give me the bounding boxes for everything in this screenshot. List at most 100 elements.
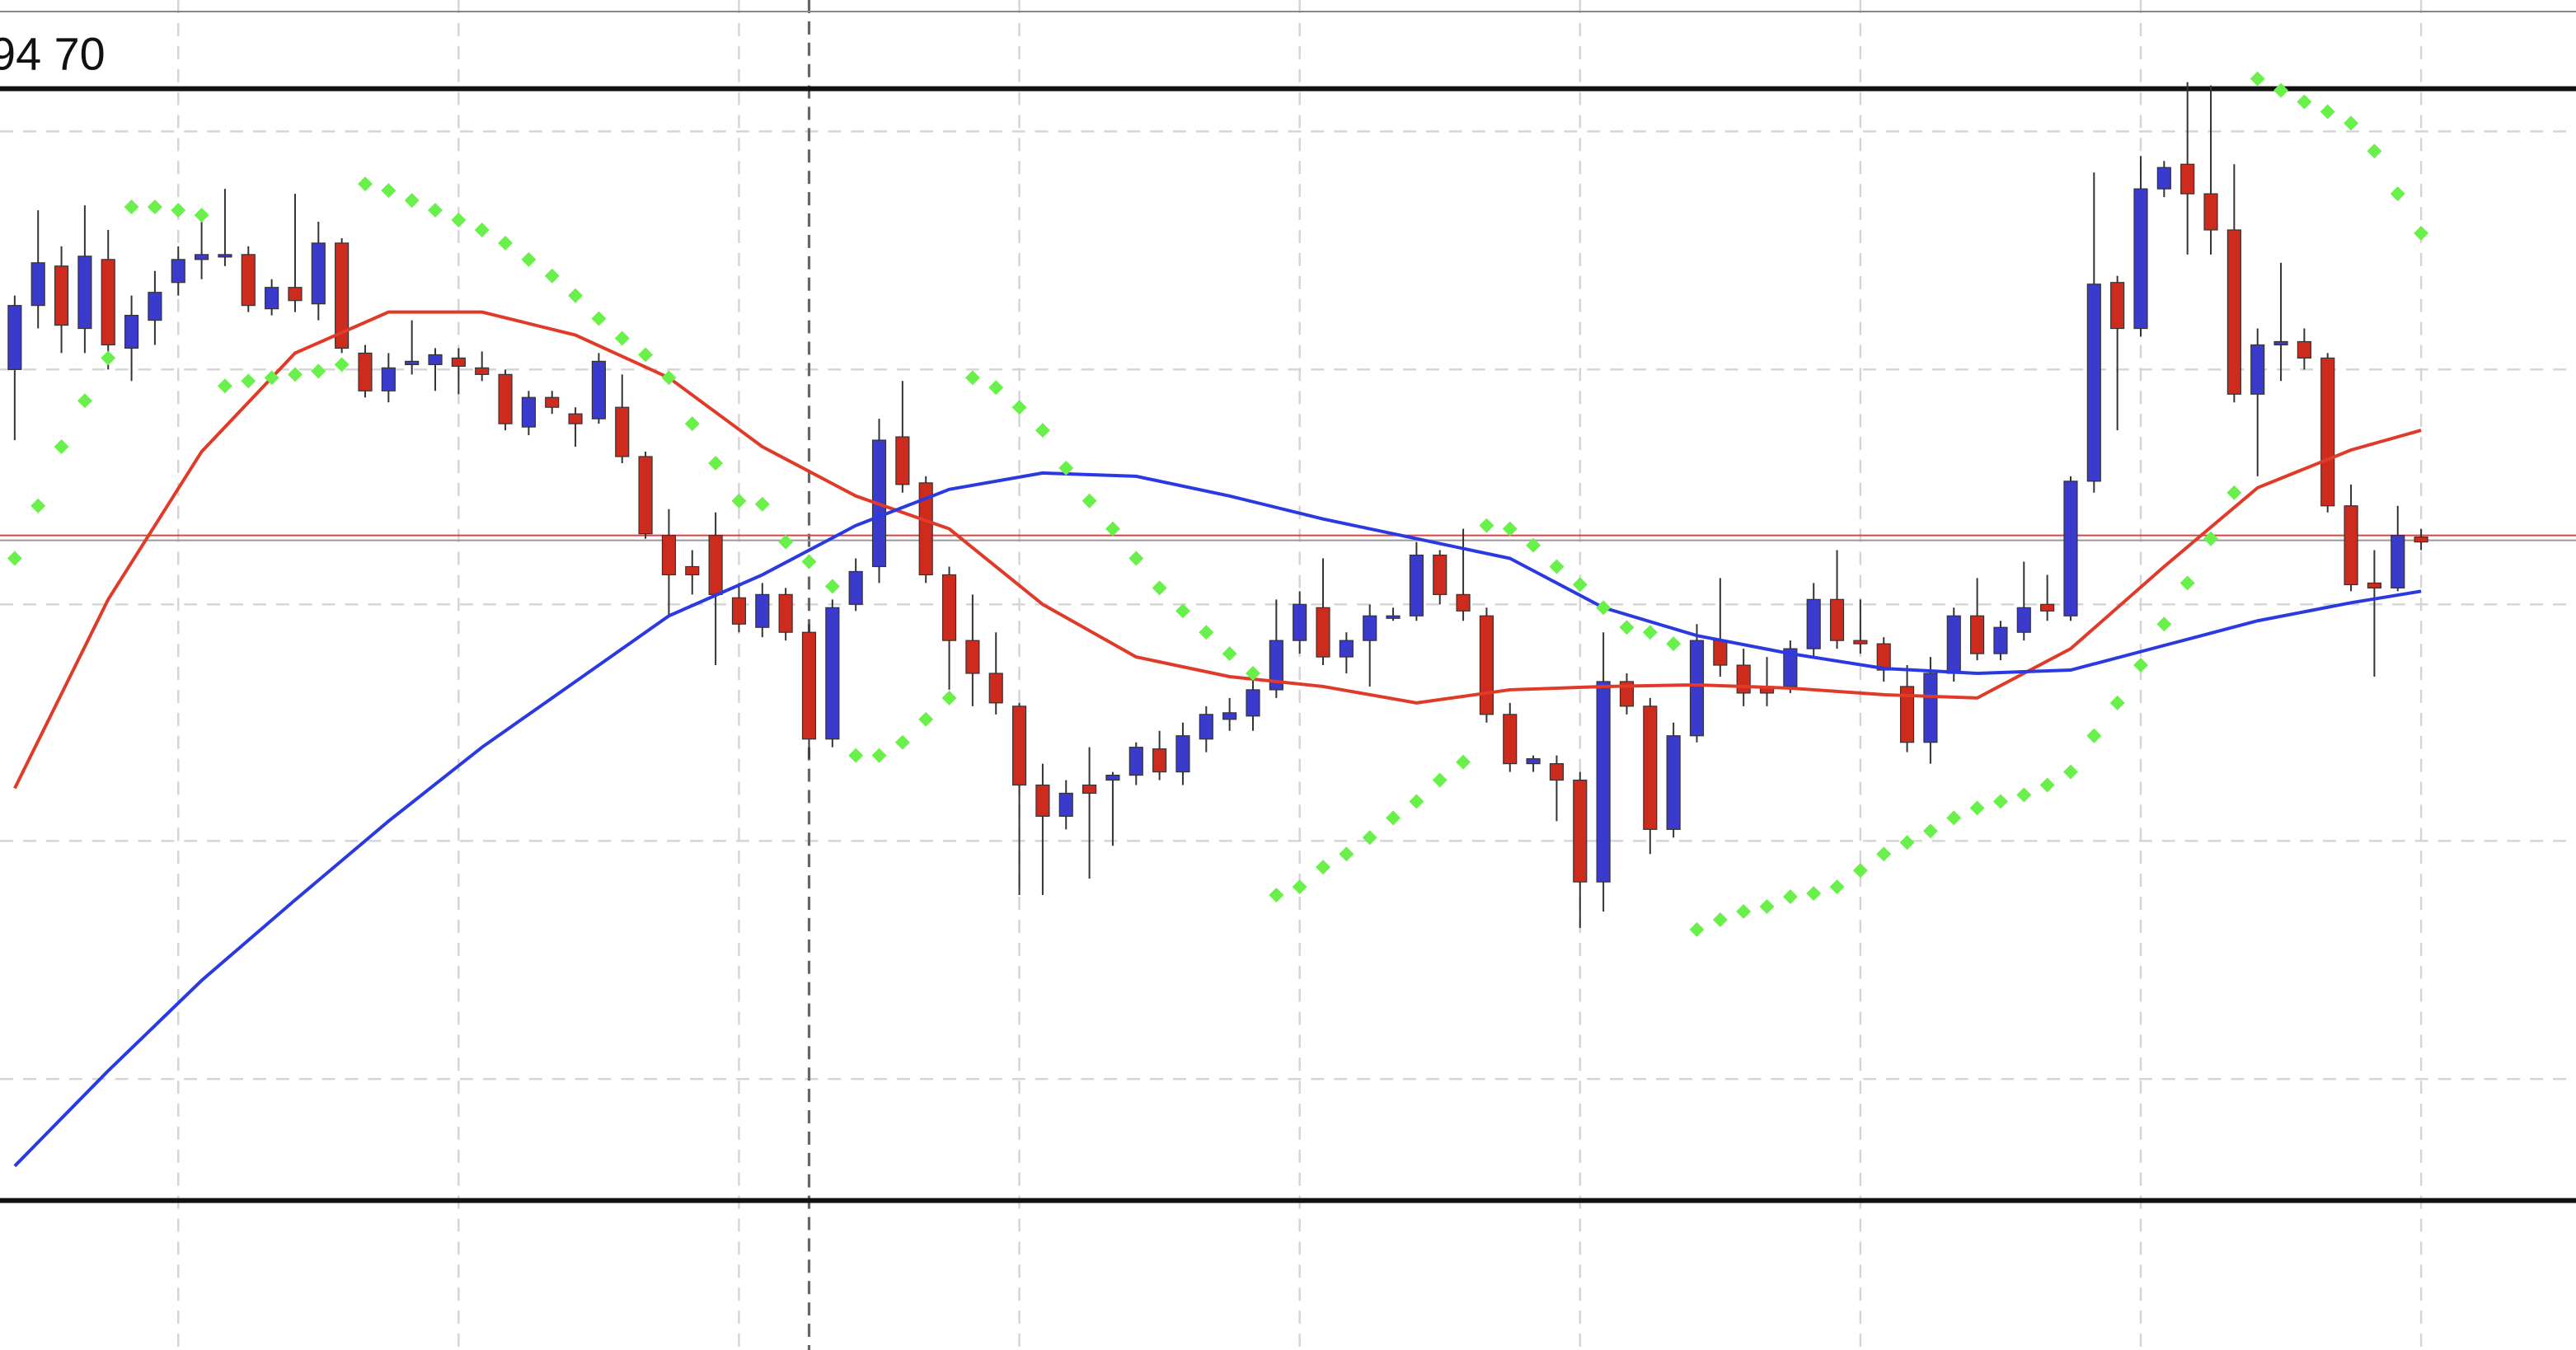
sar-dot <box>474 223 490 237</box>
sar-dot <box>2226 485 2242 500</box>
sar-dot <box>1736 903 1752 919</box>
sar-dot <box>194 208 209 223</box>
overlays <box>7 71 2429 1168</box>
sar-dot <box>451 213 467 227</box>
sar-dot <box>1899 835 1915 851</box>
sar-dot <box>1946 810 1962 826</box>
candle-body <box>545 396 560 408</box>
candle-body <box>218 254 232 258</box>
candle-body <box>2250 344 2265 395</box>
candle-body <box>1363 615 1377 641</box>
sar-dot <box>7 551 22 566</box>
candle-body <box>1946 615 1961 674</box>
sar-dot <box>2320 104 2335 120</box>
candle-body <box>381 367 396 391</box>
sar-dot <box>871 748 887 763</box>
candle-body <box>638 456 653 535</box>
candle-body <box>2063 480 2078 616</box>
sar-dot <box>217 378 232 394</box>
sar-dot <box>1456 754 1471 770</box>
sar-dot <box>988 380 1004 396</box>
sar-dot <box>1316 860 1330 875</box>
candle-body <box>1456 593 1471 612</box>
sar-dot <box>1152 580 1167 596</box>
candle-body <box>568 413 583 424</box>
sar-dot <box>2297 94 2312 110</box>
candle-body <box>405 360 420 365</box>
candle-body <box>1175 735 1190 773</box>
candle-body <box>475 367 490 375</box>
candle-body <box>2226 229 2241 395</box>
candle-body <box>2016 607 2031 633</box>
candle-body <box>1970 615 1985 654</box>
sar-dot <box>2086 728 2102 743</box>
candle-body <box>2086 284 2101 482</box>
sar-dot <box>1082 493 1097 509</box>
candle-body <box>2203 193 2218 231</box>
candle-body <box>1128 747 1143 776</box>
candle-body <box>1713 640 1728 666</box>
sar-dot <box>1409 794 1424 809</box>
sar-dot <box>101 350 116 366</box>
moving-average <box>13 310 2422 790</box>
candle-body <box>895 436 910 485</box>
candle-body <box>1293 603 1307 641</box>
candle-body <box>288 287 303 302</box>
sar-dot <box>1642 625 1658 640</box>
candles <box>7 82 2428 928</box>
sar-dot <box>1666 636 1682 652</box>
candle-body <box>731 597 747 625</box>
sar-dot <box>614 330 630 346</box>
candle-body <box>1035 784 1050 817</box>
candle-body <box>77 255 92 330</box>
candle-body <box>241 254 256 307</box>
sar-dot <box>1199 625 1214 640</box>
sar-dot <box>1806 886 1822 901</box>
candle-body <box>2391 535 2405 588</box>
candle-body <box>1339 640 1354 658</box>
candle-body <box>615 406 630 457</box>
sar-dot <box>801 554 817 570</box>
sar-dot <box>1432 772 1448 788</box>
sar-dot <box>1829 879 1845 895</box>
candle-body <box>521 396 536 428</box>
candle-body <box>1689 640 1705 737</box>
candle-body <box>2110 282 2125 330</box>
candle-body <box>1246 689 1260 717</box>
candle-body <box>661 535 677 576</box>
sar-dot <box>1479 518 1494 533</box>
sar-dot <box>2156 616 2172 632</box>
sar-dot <box>568 288 584 303</box>
sar-dot <box>708 455 724 471</box>
candle-body <box>1479 615 1494 715</box>
candle-body <box>941 574 957 641</box>
candle-body <box>2414 537 2428 543</box>
candle-body <box>1549 763 1565 781</box>
candle-body <box>1503 714 1518 765</box>
sar-dot <box>684 416 700 432</box>
candle-body <box>1222 712 1237 720</box>
candle-body <box>358 352 373 391</box>
moving-average <box>13 471 2422 1168</box>
candle-body <box>825 607 840 740</box>
sar-dot <box>754 496 770 512</box>
sar-dot <box>334 357 350 373</box>
sar-dot <box>2367 143 2382 159</box>
sar-dot <box>311 363 326 379</box>
sar-dot <box>1362 830 1377 846</box>
candle-body <box>965 640 980 674</box>
sar-dot <box>1852 863 1868 879</box>
sar-dot <box>1386 810 1401 826</box>
sar-dot <box>521 251 537 267</box>
levels <box>0 10 2576 1203</box>
candle-body <box>1829 598 1845 641</box>
sar-dot <box>918 711 934 727</box>
candle-body <box>1596 681 1611 883</box>
candle-body <box>54 265 69 326</box>
sar-dot <box>1782 889 1798 904</box>
candle-body <box>1011 705 1027 786</box>
candle-body <box>1853 640 1868 645</box>
sar-dot <box>1619 620 1635 635</box>
